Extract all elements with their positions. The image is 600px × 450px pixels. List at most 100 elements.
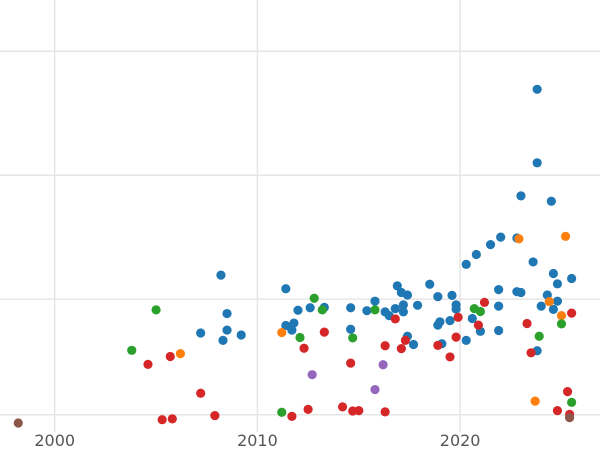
data-point	[396, 344, 406, 354]
data-point	[445, 352, 455, 362]
data-point	[390, 303, 400, 314]
gridlines	[0, 0, 600, 432]
data-point	[548, 304, 558, 315]
data-point	[309, 293, 319, 303]
data-point	[453, 312, 463, 322]
data-point	[337, 402, 348, 412]
data-point	[157, 415, 167, 425]
data-point	[167, 414, 177, 424]
data-point	[370, 384, 380, 395]
data-point	[303, 404, 313, 414]
data-point	[473, 320, 483, 330]
data-point	[496, 232, 506, 242]
data-point	[556, 311, 567, 321]
x-tick-label: 2020	[440, 431, 481, 450]
data-point	[433, 292, 443, 302]
data-point	[528, 257, 538, 267]
data-point	[433, 340, 443, 350]
data-point	[293, 305, 303, 315]
data-point	[222, 325, 232, 335]
data-point	[151, 305, 161, 315]
data-point	[392, 281, 402, 291]
data-point	[346, 358, 356, 368]
data-point	[475, 306, 486, 317]
data-point	[408, 339, 419, 350]
data-point	[532, 158, 542, 168]
data-point	[378, 360, 388, 370]
data-point	[346, 303, 356, 313]
x-axis-ticks: 2000 2010 2020	[34, 431, 480, 450]
data-point	[196, 388, 206, 398]
data-point	[445, 315, 455, 326]
data-point	[567, 308, 577, 318]
data-point	[447, 290, 457, 300]
data-point	[556, 319, 567, 329]
data-point	[451, 332, 461, 342]
data-point	[346, 324, 356, 334]
data-point	[425, 279, 435, 289]
data-point	[370, 305, 380, 315]
data-point	[277, 327, 287, 338]
data-point	[299, 343, 309, 353]
data-point	[287, 411, 297, 421]
data-point	[370, 296, 380, 306]
data-point	[412, 300, 423, 310]
data-point	[143, 359, 153, 369]
data-point	[536, 301, 546, 311]
data-point	[348, 333, 358, 343]
data-point	[281, 284, 291, 294]
data-point	[552, 279, 563, 289]
data-point	[494, 301, 504, 311]
data-point	[13, 418, 23, 428]
data-point	[548, 268, 558, 279]
data-point	[514, 234, 524, 244]
data-points	[13, 84, 577, 428]
data-point	[461, 335, 471, 345]
data-point	[319, 327, 329, 337]
data-point	[380, 341, 390, 351]
data-point	[380, 407, 390, 417]
data-point	[451, 304, 461, 314]
data-point	[398, 307, 408, 317]
data-point	[175, 349, 186, 359]
x-tick-label: 2010	[237, 431, 278, 450]
data-point	[494, 325, 504, 336]
data-point	[305, 303, 315, 313]
data-point	[552, 296, 563, 306]
data-point	[127, 345, 137, 355]
data-point	[530, 396, 540, 406]
data-point	[218, 335, 228, 345]
data-point	[295, 332, 305, 343]
data-point	[402, 290, 413, 300]
x-tick-label: 2000	[34, 431, 75, 450]
data-point	[560, 231, 571, 241]
data-point	[461, 259, 471, 270]
data-point	[544, 296, 554, 307]
data-point	[522, 318, 532, 329]
data-point	[287, 325, 297, 335]
data-point	[210, 410, 220, 421]
data-point	[435, 317, 445, 327]
data-point	[546, 196, 556, 206]
data-point	[400, 335, 411, 345]
data-point	[390, 314, 400, 324]
data-point	[222, 308, 232, 319]
data-point	[516, 191, 526, 201]
data-point	[479, 297, 490, 308]
data-point	[532, 84, 542, 94]
data-point	[216, 270, 226, 280]
data-point	[562, 387, 573, 397]
data-point	[398, 300, 408, 310]
data-point	[567, 397, 577, 407]
data-point	[564, 413, 575, 423]
data-point	[467, 313, 477, 324]
data-point	[552, 406, 563, 416]
data-point	[354, 406, 364, 416]
data-point	[165, 351, 175, 362]
data-point	[196, 328, 206, 338]
data-point	[534, 331, 544, 341]
data-point	[277, 407, 287, 417]
data-point	[526, 348, 536, 358]
data-point	[236, 330, 246, 340]
